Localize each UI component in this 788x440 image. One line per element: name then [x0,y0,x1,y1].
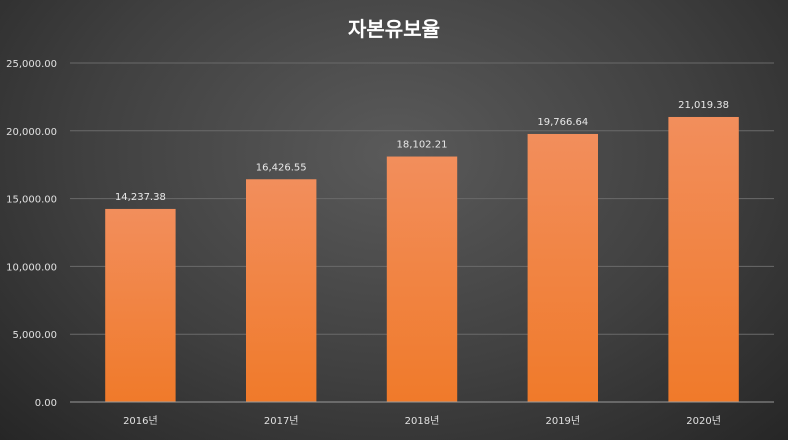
x-tick-label: 2018년 [405,415,440,427]
bar [386,156,458,402]
y-tick-label: 15,000.00 [6,195,57,206]
chart-title: 자본유보율 [348,17,440,41]
bar [527,133,598,402]
y-tick-label: 0.00 [35,398,57,409]
y-tick-label: 10,000.00 [6,262,57,273]
data-label: 18,102.21 [397,140,448,151]
x-tick-label: 2020년 [686,415,721,427]
x-tick-label: 2017년 [264,415,299,427]
data-label: 14,237.38 [115,192,166,203]
x-axis-tick-labels: 2016년 2017년 2018년 2019년 2020년 [123,415,721,427]
bar [105,208,176,402]
bar [668,116,739,403]
y-tick-label: 5,000.00 [12,330,57,341]
y-tick-label: 25,000.00 [6,59,57,70]
data-label: 16,426.55 [256,162,307,173]
data-labels: 14,237.38 16,426.55 18,102.21 19,766.64 21,0… [115,100,729,203]
bars [105,116,739,403]
x-tick-label: 2016년 [123,415,158,427]
data-label: 19,766.64 [537,117,588,128]
data-label: 21,019.38 [678,100,729,111]
y-axis-tick-labels: 0.00 5,000.00 10,000.00 15,000.00 20,000.00 2… [6,59,57,409]
y-tick-label: 20,000.00 [6,127,57,138]
bar [246,179,317,402]
x-tick-label: 2019년 [545,415,580,427]
